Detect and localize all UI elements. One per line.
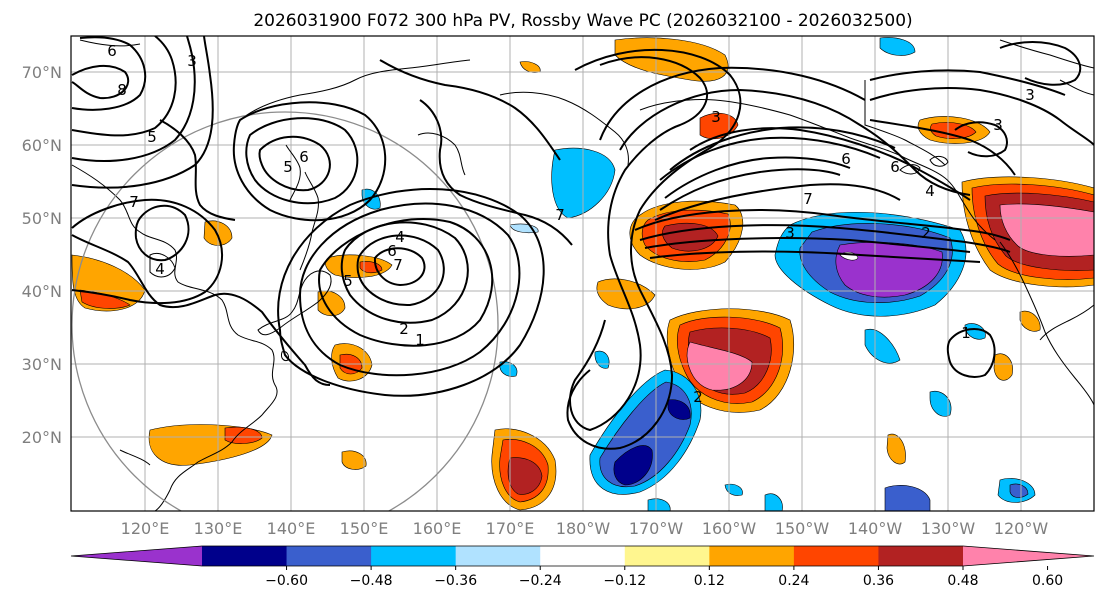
contour-label: 7	[129, 193, 139, 211]
lon-label: 160°E	[413, 519, 462, 538]
map-frame	[70, 35, 1095, 512]
range-circle	[71, 111, 499, 511]
anomaly-area-warm	[999, 203, 1094, 257]
contour-label: 3	[1025, 86, 1035, 104]
latitude-labels: 70°N 60°N 50°N 40°N 30°N 20°N	[22, 63, 62, 447]
anomaly-area-warm	[993, 353, 1013, 381]
contour-label: 6	[107, 42, 117, 60]
coastlines	[71, 39, 1094, 511]
lon-label: 160°W	[702, 519, 757, 538]
contour-label: 2	[399, 320, 409, 338]
contour-label: 7	[393, 256, 403, 274]
longitude-labels: 120°E 130°E 140°E 150°E 160°E 170°E 180°…	[121, 519, 1049, 538]
anomaly-area-warm	[341, 450, 367, 470]
lon-label: 150°E	[340, 519, 389, 538]
pv-anomaly-shading	[71, 37, 1094, 511]
anomaly-area-warm	[507, 457, 543, 495]
contour-label: 3	[711, 108, 721, 126]
contour-label: 6	[299, 148, 309, 166]
anomaly-area-warm	[686, 341, 753, 391]
anomaly-area-warm	[1019, 310, 1041, 332]
contour-label: 2	[921, 224, 931, 242]
anomaly-area-cool	[764, 493, 783, 511]
contour-label: 7	[803, 190, 813, 208]
colorbar-tick-label: 0.12	[694, 573, 725, 589]
anomaly-area-cool	[613, 445, 653, 486]
lon-label: 120°E	[121, 519, 170, 538]
colorbar: −0.60 −0.48 −0.36 −0.24 −0.12 0.12 0.24 0.36 0.4…	[70, 545, 1095, 589]
contour-labels: 6 8 3 5 5 6 7 4 4 6 7 5 2 1 7 3 3 6 7 6	[107, 42, 1035, 406]
lon-label: 180°W	[556, 519, 611, 538]
contour-label: 3	[785, 224, 795, 242]
anomaly-area-cool	[647, 498, 671, 511]
lon-label: 140°E	[267, 519, 316, 538]
contour-label: 3	[993, 116, 1003, 134]
contour-label: 5	[283, 158, 293, 176]
figure-title: 2026031900 F072 300 hPa PV, Rossby Wave …	[253, 11, 912, 31]
pv-contours	[71, 36, 1094, 450]
colorbar-tick-label: 0.60	[1032, 573, 1063, 589]
lon-label: 140°W	[848, 519, 903, 538]
contour-label: 5	[147, 128, 157, 146]
contour-label: 8	[117, 81, 127, 99]
colorbar-segment	[371, 546, 457, 566]
lat-label: 40°N	[22, 282, 62, 301]
contour-label: 4	[155, 260, 165, 278]
lon-label: 130°E	[194, 519, 243, 538]
colorbar-tick-label: −0.24	[519, 573, 562, 589]
contour-label: 6	[890, 158, 900, 176]
lon-label: 130°W	[921, 519, 976, 538]
colorbar-tick-label: 0.48	[947, 573, 978, 589]
anomaly-area-cool	[1009, 483, 1029, 498]
anomaly-area-warm	[886, 433, 906, 465]
colorbar-tick-label: −0.48	[350, 573, 393, 589]
contour-label: 3	[187, 52, 197, 70]
map-panel: 6 8 3 5 5 6 7 4 4 6 7 5 2 1 7 3 3 6 7 6	[70, 35, 1095, 512]
colorbar-segment	[793, 546, 879, 566]
anomaly-area-cool	[929, 390, 952, 417]
anomaly-area-cool	[864, 328, 901, 364]
colorbar-tick-label: −0.36	[434, 573, 477, 589]
lon-label: 120°W	[994, 519, 1049, 538]
lon-label: 170°W	[629, 519, 684, 538]
colorbar-segment	[624, 546, 710, 566]
contour-label: 1	[415, 331, 425, 349]
anomaly-area-warm	[596, 278, 656, 310]
colorbar-segment	[709, 546, 795, 566]
anomaly-area-cool	[964, 323, 986, 340]
colorbar-tick-label: 0.24	[778, 573, 809, 589]
colorbar-segment	[202, 546, 288, 566]
colorbar-segment	[455, 546, 541, 566]
contour-label: 2	[693, 388, 703, 406]
colorbar-outline	[70, 545, 1095, 567]
lon-label: 170°E	[486, 519, 535, 538]
lat-label: 30°N	[22, 355, 62, 374]
contour-label: 6	[841, 150, 851, 168]
contour-label: 4	[925, 182, 935, 200]
colorbar-segment	[540, 546, 626, 566]
colorbar-tick-label: 0.36	[863, 573, 894, 589]
lat-label: 70°N	[22, 63, 62, 82]
contour-label: 4	[395, 228, 405, 246]
lat-label: 20°N	[22, 428, 62, 447]
colorbar-tick-label: −0.60	[265, 573, 308, 589]
contour-label: 1	[961, 324, 971, 342]
lon-label: 150°W	[775, 519, 830, 538]
colorbar-segment	[878, 546, 964, 566]
contour-label: 5	[343, 272, 353, 290]
contour-label: 6	[387, 242, 397, 260]
colorbar-extend-high	[963, 546, 1094, 566]
anomaly-area-cool	[884, 485, 931, 511]
lat-label: 60°N	[22, 136, 62, 155]
anomaly-area-cool	[499, 361, 518, 377]
colorbar-segment	[286, 546, 372, 566]
anomaly-area-cool	[879, 37, 916, 56]
lat-label: 50°N	[22, 209, 62, 228]
contour-label: 7	[555, 206, 565, 224]
anomaly-area-cool	[667, 399, 691, 420]
colorbar-extend-low	[71, 546, 202, 566]
colorbar-tick-label: −0.12	[603, 573, 646, 589]
